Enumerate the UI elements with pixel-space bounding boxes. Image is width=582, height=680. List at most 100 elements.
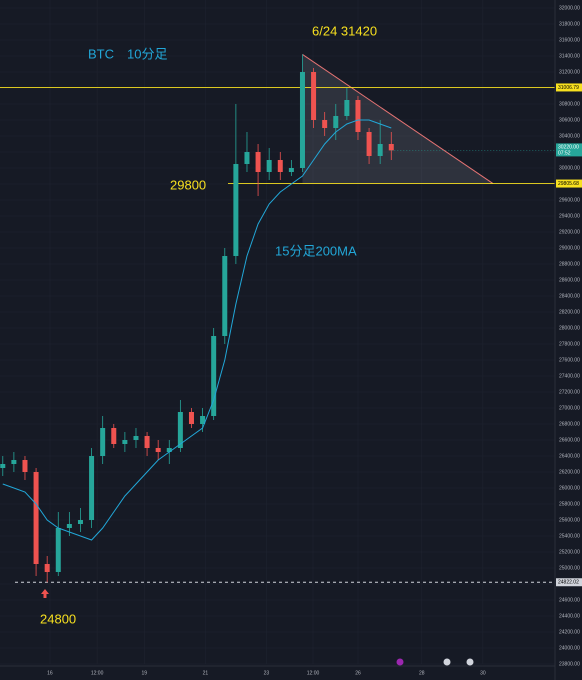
y-tick-label: 24400.00 xyxy=(559,613,580,619)
y-tick-label: 24600.00 xyxy=(559,597,580,603)
candle-body xyxy=(66,524,72,528)
low-annotation: 24800 xyxy=(40,611,76,626)
y-tick-label: 26000.00 xyxy=(559,485,580,491)
candle-body xyxy=(277,160,283,172)
candle-body xyxy=(33,472,39,564)
candle-body xyxy=(211,336,217,416)
candle-body xyxy=(155,448,161,452)
y-tick-label: 29000.00 xyxy=(559,245,580,251)
x-tick-label: 23 xyxy=(264,670,270,676)
y-tick-label: 26200.00 xyxy=(559,469,580,475)
y-tick-label: 29400.00 xyxy=(559,213,580,219)
x-tick-label: 19 xyxy=(142,670,148,676)
candle-body xyxy=(0,464,6,468)
x-tick-label: 12:00 xyxy=(91,670,104,676)
y-tick-label: 23800.00 xyxy=(559,661,580,667)
y-tick-label: 26800.00 xyxy=(559,421,580,427)
y-tick-label: 27800.00 xyxy=(559,341,580,347)
y-tick-label: 24200.00 xyxy=(559,629,580,635)
candle-body xyxy=(166,448,172,452)
y-tick-label: 25000.00 xyxy=(559,565,580,571)
y-tick-label: 31200.00 xyxy=(559,69,580,75)
candle-body xyxy=(22,460,28,472)
candle-body xyxy=(311,72,317,120)
y-tick-label: 25800.00 xyxy=(559,501,580,507)
x-tick-label: 12:00 xyxy=(307,670,320,676)
y-tick-label: 28200.00 xyxy=(559,309,580,315)
candle-body xyxy=(188,412,194,424)
y-tick-label: 29600.00 xyxy=(559,197,580,203)
candle-body xyxy=(344,100,350,116)
x-tick-label: 21 xyxy=(203,670,209,676)
y-tick-label: 27400.00 xyxy=(559,373,580,379)
candle-body xyxy=(89,456,95,520)
candle-body xyxy=(388,144,394,151)
candle-body xyxy=(100,428,106,456)
candle-body xyxy=(200,416,206,424)
y-tick-label: 30600.00 xyxy=(559,117,580,123)
y-tick-label: 25400.00 xyxy=(559,533,580,539)
candle-body xyxy=(44,564,50,572)
ma-annotation: 15分足200MA xyxy=(275,243,357,258)
support-annotation: 29800 xyxy=(170,177,206,192)
y-tick-label: 26400.00 xyxy=(559,453,580,459)
x-tick-label: 30 xyxy=(480,670,486,676)
candle-body xyxy=(133,436,139,440)
candle-body xyxy=(266,160,272,172)
x-tick-label: 16 xyxy=(47,670,53,676)
y-tick-label: 28600.00 xyxy=(559,277,580,283)
current-price-box xyxy=(556,143,582,157)
level-label-box xyxy=(556,578,582,587)
candle-body xyxy=(322,120,328,128)
level-label: 24822.02 xyxy=(558,580,579,586)
level-label-box xyxy=(556,83,582,92)
y-tick-label: 30000.00 xyxy=(559,165,580,171)
candle-body xyxy=(222,256,228,336)
event-icon xyxy=(396,658,404,666)
level-label: 31006.79 xyxy=(558,85,579,91)
y-tick-label: 30400.00 xyxy=(559,133,580,139)
ma-line xyxy=(2,119,392,541)
candle-body xyxy=(355,100,361,132)
candle-body xyxy=(299,72,305,168)
level-label: 29805.68 xyxy=(558,181,579,187)
y-tick-label: 26600.00 xyxy=(559,437,580,443)
y-tick-label: 31600.00 xyxy=(559,37,580,43)
level-label-box xyxy=(556,179,582,188)
y-tick-label: 24000.00 xyxy=(559,645,580,651)
peak-annotation: 6/24 31420 xyxy=(312,23,377,38)
x-tick-label: 28 xyxy=(419,670,425,676)
candle-body xyxy=(111,428,117,444)
candle-body xyxy=(255,152,261,172)
event-icon xyxy=(466,658,474,666)
candle-body xyxy=(122,440,128,444)
candle-body xyxy=(366,132,372,156)
y-tick-label: 28800.00 xyxy=(559,261,580,267)
countdown-label: 07:52 xyxy=(558,151,571,157)
candle-body xyxy=(55,528,61,572)
event-icon xyxy=(443,658,451,666)
candle-body xyxy=(77,520,83,524)
candle-body xyxy=(333,116,339,128)
candle-body xyxy=(377,144,383,156)
marks xyxy=(0,53,555,583)
arrow-marker xyxy=(41,589,49,598)
current-price-label: 30220.00 xyxy=(558,145,579,151)
y-tick-label: 31800.00 xyxy=(559,21,580,27)
candle-body xyxy=(11,460,17,464)
y-tick-label: 29200.00 xyxy=(559,229,580,235)
x-tick-label: 26 xyxy=(355,670,361,676)
y-tick-label: 32000.00 xyxy=(559,5,580,11)
y-tick-label: 27000.00 xyxy=(559,405,580,411)
y-tick-label: 27600.00 xyxy=(559,357,580,363)
y-tick-label: 28400.00 xyxy=(559,293,580,299)
y-tick-label: 31400.00 xyxy=(559,53,580,59)
candle-body xyxy=(177,412,183,448)
candle-body xyxy=(233,164,239,256)
y-tick-label: 25600.00 xyxy=(559,517,580,523)
chart-title: BTC 10分足 xyxy=(88,46,167,61)
y-tick-label: 27200.00 xyxy=(559,389,580,395)
y-tick-label: 30800.00 xyxy=(559,101,580,107)
